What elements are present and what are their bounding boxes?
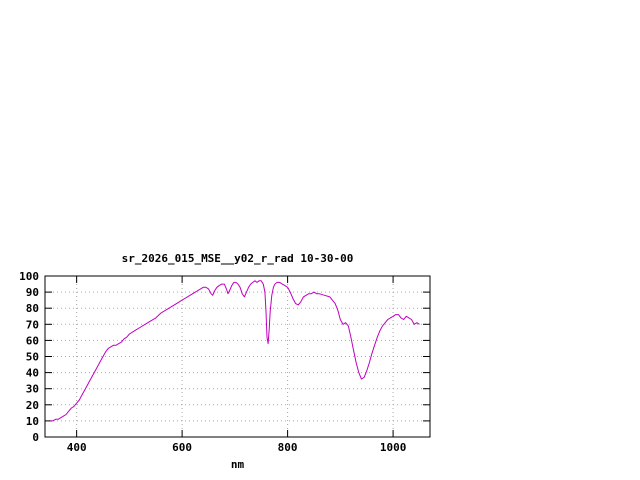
plot-border [44, 275, 431, 438]
y-tick-label: 20 [26, 399, 39, 412]
y-tick-label: 0 [32, 431, 39, 444]
x-tick-label: 1000 [380, 441, 407, 454]
chart-title: sr_2026_015_MSE__y02_r_rad 10-30-00 [121, 252, 354, 265]
x-tick-label: 400 [67, 441, 87, 454]
x-tick-label: 600 [172, 441, 192, 454]
y-tick-label: 40 [26, 367, 39, 380]
y-tick-label: 90 [26, 286, 39, 299]
y-tick-label: 100 [19, 270, 39, 283]
y-tick-label: 70 [26, 318, 39, 331]
x-tick-label: 800 [278, 441, 298, 454]
y-tick-label: 60 [26, 334, 39, 347]
spectral-data-line [50, 280, 420, 422]
y-tick-label: 80 [26, 302, 39, 315]
y-tick-label: 10 [26, 415, 39, 428]
x-axis-label: nm [230, 458, 245, 471]
y-tick-label: 50 [26, 351, 39, 364]
y-tick-label: 30 [26, 383, 39, 396]
